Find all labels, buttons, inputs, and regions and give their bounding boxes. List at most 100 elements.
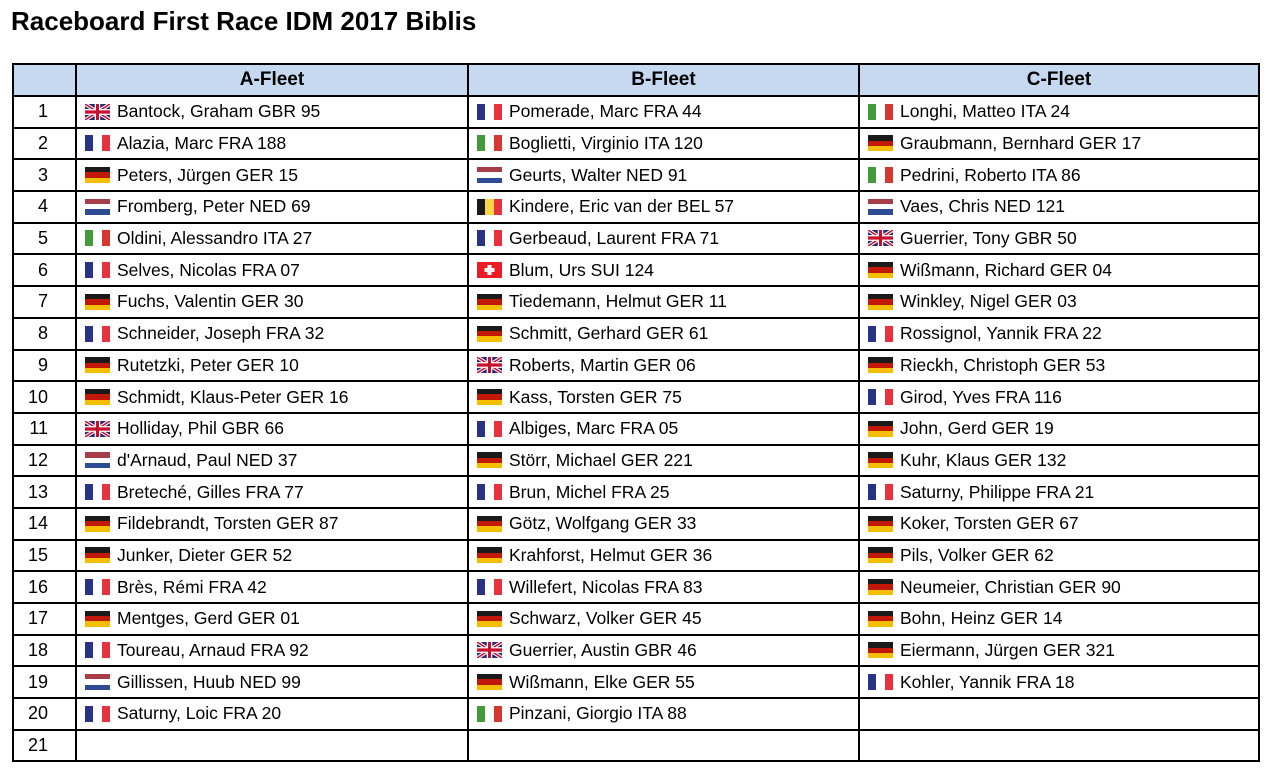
flag-ger-icon — [85, 293, 110, 310]
flag-ger-icon — [868, 420, 893, 437]
table-row: 11 Holliday, Phil GBR 66 Albiges, Marc FRA… — [12, 411, 1260, 446]
fleet-cell: Albiges, Marc FRA 05 — [467, 411, 860, 446]
competitor-name: Brun, Michel FRA 25 — [509, 481, 670, 502]
fleet-cell: Gillissen, Huub NED 99 — [75, 665, 469, 700]
flag-ned-icon — [477, 167, 502, 184]
competitor-name: Eiermann, Jürgen GER 321 — [900, 640, 1115, 661]
fleet-cell: Wißmann, Richard GER 04 — [858, 253, 1260, 288]
competitor-name: Saturny, Philippe FRA 21 — [900, 481, 1095, 502]
row-number: 17 — [12, 602, 77, 636]
fleet-cell: Brun, Michel FRA 25 — [467, 475, 860, 509]
table-row: 16 Brès, Rémi FRA 42 Willefert, Nicolas FR… — [12, 570, 1260, 604]
table-row: 18 Toureau, Arnaud FRA 92 Guerrier, Austin… — [12, 633, 1260, 668]
fleet-cell: Schneider, Joseph FRA 32 — [75, 316, 469, 351]
row-number: 8 — [12, 316, 77, 351]
competitor-name: Guerrier, Tony GBR 50 — [900, 228, 1077, 249]
flag-gbr-icon — [85, 420, 110, 437]
competitor-name: Winkley, Nigel GER 03 — [900, 291, 1077, 312]
fleet-cell: Pils, Volker GER 62 — [858, 538, 1260, 573]
flag-ger-icon — [85, 357, 110, 374]
flag-ger-icon — [477, 515, 502, 532]
flag-ger-icon — [868, 515, 893, 532]
row-number: 9 — [12, 348, 77, 383]
competitor-name: Pils, Volker GER 62 — [900, 544, 1054, 565]
competitor-name: Selves, Nicolas FRA 07 — [117, 259, 300, 280]
fleet-cell: Selves, Nicolas FRA 07 — [75, 253, 469, 288]
fleet-cell: John, Gerd GER 19 — [858, 411, 1260, 446]
fleet-cell: Guerrier, Tony GBR 50 — [858, 221, 1260, 256]
competitor-name: Brès, Rémi FRA 42 — [117, 576, 267, 597]
flag-ger-icon — [85, 515, 110, 532]
competitor-name: Longhi, Matteo ITA 24 — [900, 101, 1070, 122]
fleet-cell: Kass, Torsten GER 75 — [467, 380, 860, 414]
fleet-cell — [858, 697, 1260, 731]
row-number: 5 — [12, 221, 77, 256]
competitor-name: Toureau, Arnaud FRA 92 — [117, 640, 309, 661]
fleet-cell: Winkley, Nigel GER 03 — [858, 285, 1260, 319]
flag-ita-icon — [868, 103, 893, 120]
flag-fra-icon — [85, 642, 110, 659]
fleet-cell: Schmidt, Klaus-Peter GER 16 — [75, 380, 469, 414]
table-row: 6 Selves, Nicolas FRA 07 Blum, Urs SUI 124… — [12, 253, 1260, 288]
competitor-name: Kohler, Yannik FRA 18 — [900, 671, 1075, 692]
table-row: 1 Bantock, Graham GBR 95 Pomerade, Marc FR… — [12, 95, 1260, 129]
fleet-cell: Girod, Yves FRA 116 — [858, 380, 1260, 414]
flag-fra-icon — [868, 483, 893, 500]
competitor-name: Holliday, Phil GBR 66 — [117, 418, 284, 439]
row-number: 3 — [12, 158, 77, 193]
fleet-cell: Willefert, Nicolas FRA 83 — [467, 570, 860, 604]
competitor-name: Gillissen, Huub NED 99 — [117, 671, 301, 692]
competitor-name: Geurts, Walter NED 91 — [509, 164, 688, 185]
competitor-name: Fildebrandt, Torsten GER 87 — [117, 513, 339, 534]
competitor-name: Fuchs, Valentin GER 30 — [117, 291, 304, 312]
competitor-name: Kindere, Eric van der BEL 57 — [509, 196, 735, 217]
row-number: 13 — [12, 475, 77, 509]
flag-ger-icon — [868, 293, 893, 310]
row-number: 6 — [12, 253, 77, 288]
flag-fra-icon — [85, 483, 110, 500]
row-number: 15 — [12, 538, 77, 573]
row-number: 21 — [12, 728, 77, 763]
fleet-cell: Kindere, Eric van der BEL 57 — [467, 190, 860, 224]
flag-fra-icon — [85, 579, 110, 596]
competitor-name: Alazia, Marc FRA 188 — [117, 133, 287, 154]
row-number: 4 — [12, 190, 77, 224]
row-number: 12 — [12, 443, 77, 478]
competitor-name: Tiedemann, Helmut GER 11 — [509, 291, 727, 312]
competitor-name: Willefert, Nicolas FRA 83 — [509, 576, 703, 597]
fleet-cell: Fromberg, Peter NED 69 — [75, 190, 469, 224]
flag-ger-icon — [868, 579, 893, 596]
fleet-cell: Kohler, Yannik FRA 18 — [858, 665, 1260, 700]
row-number-column-header — [12, 63, 77, 97]
competitor-name: Graubmann, Bernhard GER 17 — [900, 133, 1142, 154]
competitor-name: Blum, Urs SUI 124 — [509, 259, 654, 280]
flag-ita-icon — [477, 135, 502, 152]
competitor-name: Rieckh, Christoph GER 53 — [900, 354, 1106, 375]
competitor-name: Götz, Wolfgang GER 33 — [509, 513, 697, 534]
flag-ned-icon — [85, 452, 110, 469]
fleet-cell: Tiedemann, Helmut GER 11 — [467, 285, 860, 319]
row-number: 1 — [12, 95, 77, 129]
row-number: 7 — [12, 285, 77, 319]
fleet-cell: Rossignol, Yannik FRA 22 — [858, 316, 1260, 351]
competitor-name: Mentges, Gerd GER 01 — [117, 608, 300, 629]
fleet-cell: Roberts, Martin GER 06 — [467, 348, 860, 383]
competitor-name: Saturny, Loic FRA 20 — [117, 703, 282, 724]
fleet-cell — [75, 728, 469, 763]
flag-ger-icon — [85, 167, 110, 184]
table-row: 4 Fromberg, Peter NED 69 Kindere, Eric van… — [12, 190, 1260, 224]
table-row: 13 Breteché, Gilles FRA 77 Brun, Michel FR… — [12, 475, 1260, 509]
fleet-cell: Fuchs, Valentin GER 30 — [75, 285, 469, 319]
row-number: 2 — [12, 126, 77, 161]
flag-ger-icon — [477, 452, 502, 469]
column-header-a-fleet: A-Fleet — [75, 63, 469, 97]
fleet-cell: Gerbeaud, Laurent FRA 71 — [467, 221, 860, 256]
row-number: 14 — [12, 506, 77, 541]
fleet-cell: Koker, Torsten GER 67 — [858, 506, 1260, 541]
fleet-cell: Fildebrandt, Torsten GER 87 — [75, 506, 469, 541]
competitor-name: Bantock, Graham GBR 95 — [117, 101, 321, 122]
competitor-name: Fromberg, Peter NED 69 — [117, 196, 311, 217]
table-row: 21 — [12, 728, 1260, 763]
fleet-cell: Oldini, Alessandro ITA 27 — [75, 221, 469, 256]
table-body: 1 Bantock, Graham GBR 95 Pomerade, Marc FR… — [12, 95, 1260, 763]
